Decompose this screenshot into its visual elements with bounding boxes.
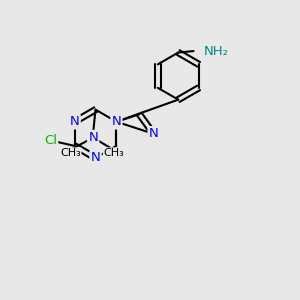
- Text: N: N: [91, 152, 100, 164]
- Text: CH₃: CH₃: [60, 148, 81, 158]
- Text: CH₃: CH₃: [103, 148, 124, 158]
- Text: N: N: [70, 115, 80, 128]
- Text: N: N: [88, 131, 98, 144]
- Text: Cl: Cl: [44, 134, 57, 147]
- Text: N: N: [149, 127, 158, 140]
- Text: N: N: [112, 115, 121, 128]
- Text: NH₂: NH₂: [203, 45, 228, 58]
